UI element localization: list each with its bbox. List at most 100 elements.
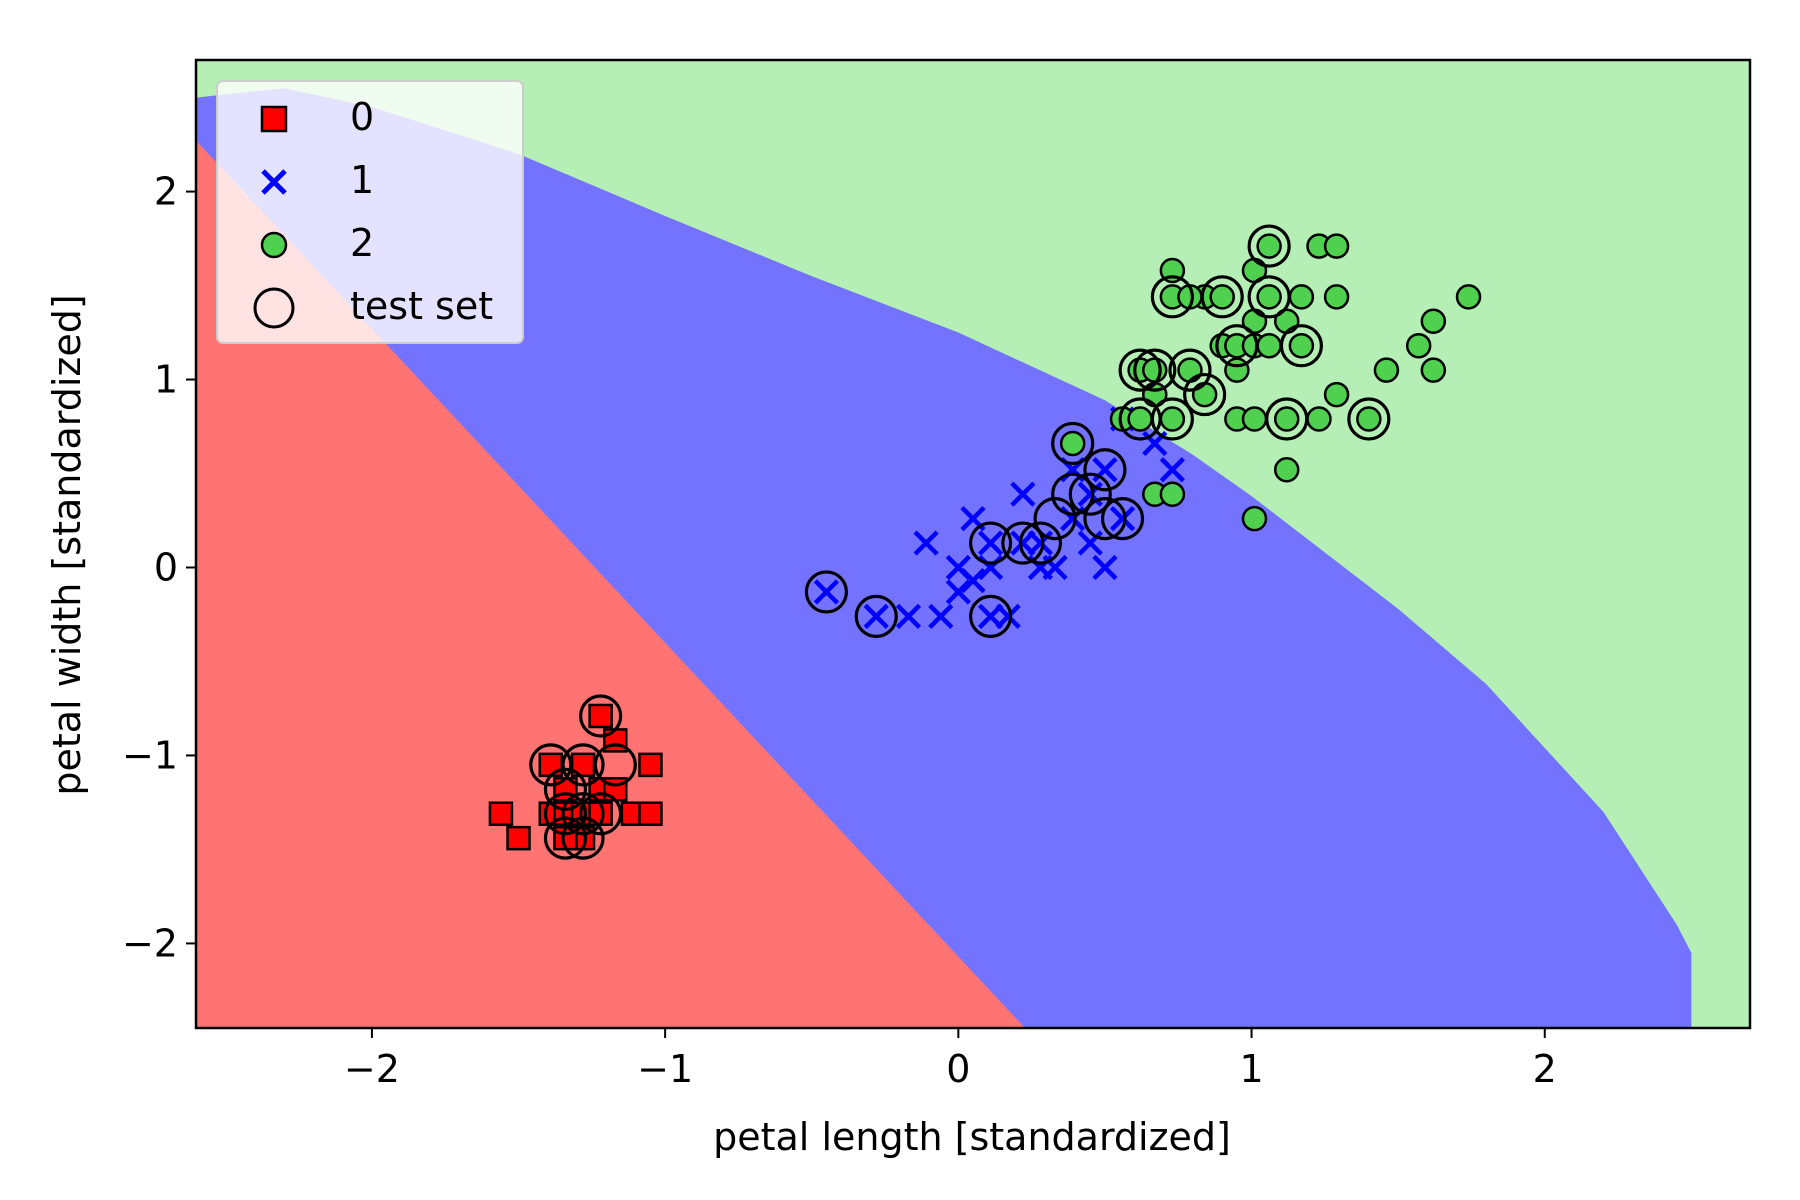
- x-tick-label: 1: [1239, 1047, 1263, 1091]
- x-axis: −2 −1 0 1 2: [344, 1028, 1557, 1091]
- test-set-marker: [1001, 521, 1045, 565]
- test-set-marker: [1083, 448, 1127, 492]
- test-set-marker: [1200, 275, 1244, 319]
- test-set-marker: [543, 792, 588, 836]
- data-point-class-0: [506, 825, 531, 851]
- legend-label-2: 2: [350, 221, 374, 265]
- data-point-class-0: [588, 703, 613, 729]
- test-set-marker: [561, 816, 605, 860]
- y-tick-label: 2: [154, 170, 178, 214]
- series-test-set: [529, 224, 1391, 860]
- data-point-class-1: [995, 603, 1021, 629]
- test-set-marker: [1068, 472, 1112, 516]
- test-set-marker: [543, 816, 588, 860]
- plot-frame: [194, 58, 1752, 1030]
- data-point-class-2: [1288, 332, 1315, 359]
- test-set-marker: [561, 743, 605, 787]
- data-point-class-1: [978, 530, 1004, 556]
- data-point-class-2: [1177, 357, 1203, 383]
- data-point-class-2: [1405, 332, 1432, 359]
- data-point-class-2: [1159, 481, 1186, 507]
- y-tick-label: −2: [122, 921, 178, 965]
- data-point-class-2: [1323, 284, 1350, 310]
- test-set-marker: [579, 694, 623, 738]
- test-set-marker: [1347, 397, 1391, 441]
- legend-x-icon: [261, 169, 287, 195]
- x-tick-label: 2: [1533, 1047, 1557, 1091]
- legend-ring-icon: [253, 287, 295, 329]
- data-point-class-0: [488, 801, 514, 826]
- data-point-class-2: [1420, 357, 1447, 383]
- data-point-class-2: [1224, 357, 1250, 383]
- test-set-marker: [1168, 348, 1212, 392]
- legend-label-0: 0: [350, 95, 374, 139]
- test-set-marker: [1265, 397, 1309, 441]
- test-set-marker: [1083, 497, 1127, 541]
- legend-circle-icon: [260, 231, 288, 259]
- test-set-marker: [543, 767, 588, 811]
- data-point-class-2: [1191, 381, 1218, 408]
- y-tick-label: −1: [122, 733, 178, 777]
- test-set-marker: [1051, 421, 1095, 466]
- y-axis-label: petal width [standardized]: [45, 294, 89, 795]
- data-point-class-2: [1256, 284, 1282, 310]
- data-point-class-1: [945, 554, 971, 581]
- data-point-class-1: [813, 579, 839, 605]
- data-points: [488, 224, 1482, 860]
- test-set-marker: [1150, 275, 1194, 319]
- data-point-class-2: [1323, 233, 1350, 259]
- y-axis: −2 −1 0 1 2: [122, 170, 196, 965]
- data-point-class-2: [1288, 284, 1315, 310]
- x-axis-label: petal length [standardized]: [713, 1115, 1231, 1159]
- legend-label-test-set: test set: [350, 284, 493, 328]
- x-tick-label: 0: [946, 1047, 970, 1091]
- test-set-marker: [854, 594, 898, 638]
- test-set-marker: [1215, 324, 1259, 368]
- data-point-class-1: [1159, 457, 1185, 483]
- x-tick-label: −1: [637, 1047, 693, 1091]
- data-point-class-2: [1273, 406, 1300, 432]
- test-set-marker: [593, 743, 637, 787]
- data-point-class-1: [913, 530, 939, 556]
- data-point-class-2: [1356, 406, 1382, 432]
- test-set-marker: [1133, 348, 1177, 392]
- data-point-class-1: [928, 603, 954, 629]
- test-set-marker: [1183, 372, 1227, 417]
- data-point-class-2: [1306, 406, 1332, 432]
- data-point-class-1: [1010, 481, 1036, 507]
- y-tick-label: 1: [154, 358, 178, 402]
- data-point-class-1: [945, 579, 971, 605]
- test-set-marker: [1051, 472, 1095, 516]
- plot-area: [196, 60, 1750, 1028]
- test-set-marker: [968, 594, 1013, 638]
- test-set-marker: [1018, 521, 1063, 565]
- y-tick-label: 0: [154, 545, 178, 589]
- data-point-class-1: [863, 603, 889, 629]
- legend-square-icon: [260, 105, 288, 133]
- data-point-class-1: [1092, 554, 1118, 581]
- data-point-class-0: [538, 752, 564, 778]
- data-point-class-2: [1455, 284, 1482, 310]
- data-point-class-2: [1209, 284, 1235, 310]
- data-point-class-2: [1241, 505, 1268, 532]
- data-point-class-2: [1256, 332, 1282, 359]
- data-point-class-2: [1256, 233, 1282, 259]
- test-set-marker: [1247, 224, 1291, 268]
- test-set-marker: [529, 743, 573, 787]
- x-tick-label: −2: [344, 1047, 400, 1091]
- test-set-marker: [1150, 397, 1194, 441]
- decision-region-class-0: [196, 140, 1208, 1028]
- data-point-class-1: [895, 603, 922, 629]
- test-set-marker: [804, 570, 848, 614]
- data-point-class-0: [638, 752, 663, 778]
- test-set-marker: [579, 792, 623, 836]
- data-point-class-2: [1142, 357, 1168, 383]
- data-point-class-1: [1109, 506, 1136, 532]
- data-point-class-2: [1373, 357, 1400, 383]
- data-point-class-2: [1059, 430, 1086, 457]
- test-set-marker: [1100, 497, 1145, 541]
- legend: 0 1 2 test set: [216, 80, 524, 344]
- test-set-marker: [1247, 275, 1291, 319]
- data-point-class-2: [1323, 381, 1350, 408]
